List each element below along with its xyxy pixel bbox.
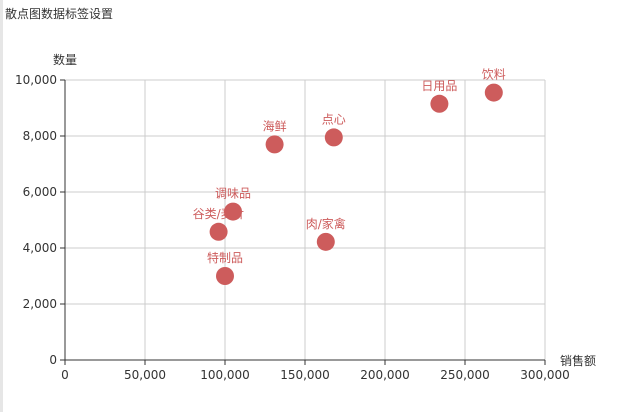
y-tick-label: 6,000	[23, 185, 57, 199]
data-point[interactable]	[265, 135, 284, 154]
y-tick-label: 10,000	[15, 73, 57, 87]
data-point[interactable]	[224, 202, 242, 221]
x-tick-label: 150,000	[280, 368, 330, 382]
data-label: 调味品	[215, 187, 251, 201]
x-tick-label: 100,000	[200, 368, 250, 382]
data-points	[209, 83, 503, 285]
x-tick-label: 300,000	[520, 368, 570, 382]
data-label: 饮料	[482, 68, 506, 82]
data-point[interactable]	[430, 94, 449, 113]
data-point[interactable]	[209, 222, 228, 241]
x-tick-label: 0	[61, 368, 69, 382]
y-tick-label: 2,000	[23, 297, 57, 311]
data-label: 肉/家禽	[306, 216, 346, 231]
data-label: 海鲜	[263, 118, 287, 133]
chart-title: 散点图数据标签设置	[5, 7, 114, 21]
y-tick-label: 8,000	[23, 129, 57, 143]
grid-lines	[65, 79, 546, 360]
data-label: 谷类/麦片	[193, 207, 245, 221]
data-point[interactable]	[484, 83, 503, 102]
data-label: 日用品	[421, 79, 457, 93]
x-tick-label: 200,000	[360, 368, 410, 382]
data-label: 点心	[322, 112, 346, 126]
window-edge	[0, 0, 3, 412]
x-axis-label: 销售额	[560, 353, 596, 368]
y-axis-label: 数量	[53, 52, 77, 67]
x-tick-label: 50,000	[124, 368, 166, 382]
data-label: 特制品	[207, 250, 243, 265]
x-tick-label: 250,000	[440, 368, 490, 382]
y-tick-label: 4,000	[23, 241, 57, 255]
data-point[interactable]	[324, 128, 343, 147]
axes	[60, 79, 546, 365]
data-point[interactable]	[316, 232, 335, 251]
data-point[interactable]	[216, 267, 234, 285]
y-tick-label: 0	[49, 353, 57, 367]
tick-labels: 0 50,000 100,000 150,000 200,000 250,000 300,0…	[15, 73, 570, 382]
